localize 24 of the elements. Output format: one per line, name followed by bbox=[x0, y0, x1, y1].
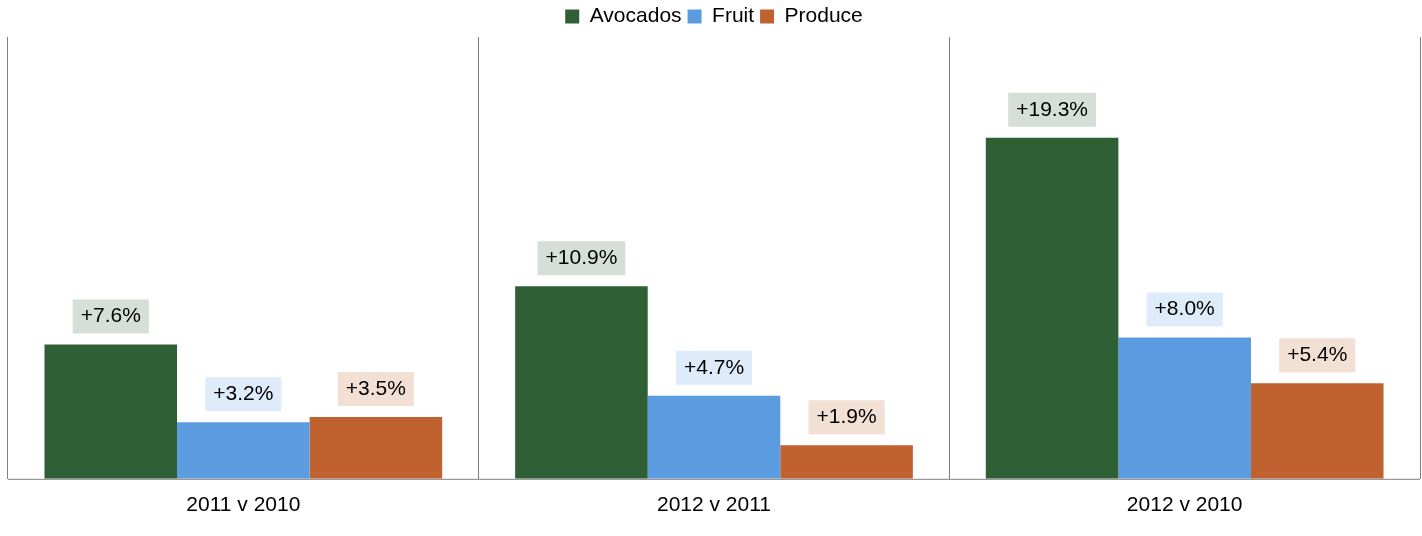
x-tick-label: 2012 v 2011 bbox=[656, 492, 772, 516]
data-label: +5.4% bbox=[1287, 342, 1348, 366]
data-label: +1.9% bbox=[816, 404, 877, 428]
data-label: +19.3% bbox=[1016, 96, 1088, 120]
bar bbox=[309, 416, 443, 479]
bar bbox=[985, 137, 1119, 479]
data-label: +7.6% bbox=[80, 303, 141, 327]
x-tick-label: 2011 v 2010 bbox=[186, 492, 301, 516]
bar bbox=[44, 344, 178, 479]
data-label: +4.7% bbox=[683, 354, 745, 378]
data-label: +3.2% bbox=[213, 381, 274, 405]
legend-label: Avocados bbox=[589, 3, 682, 27]
bar bbox=[1118, 337, 1251, 479]
data-label: +10.9% bbox=[545, 244, 618, 268]
bar bbox=[1250, 383, 1384, 479]
legend-label: Produce bbox=[784, 3, 863, 27]
bar bbox=[647, 395, 781, 479]
bar bbox=[515, 286, 648, 479]
data-label: +8.0% bbox=[1154, 296, 1215, 320]
bar bbox=[780, 445, 913, 479]
x-tick-label: 2012 v 2010 bbox=[1126, 492, 1243, 516]
legend-label: Fruit bbox=[712, 3, 755, 27]
bar bbox=[177, 422, 310, 479]
data-label: +3.5% bbox=[345, 375, 406, 399]
